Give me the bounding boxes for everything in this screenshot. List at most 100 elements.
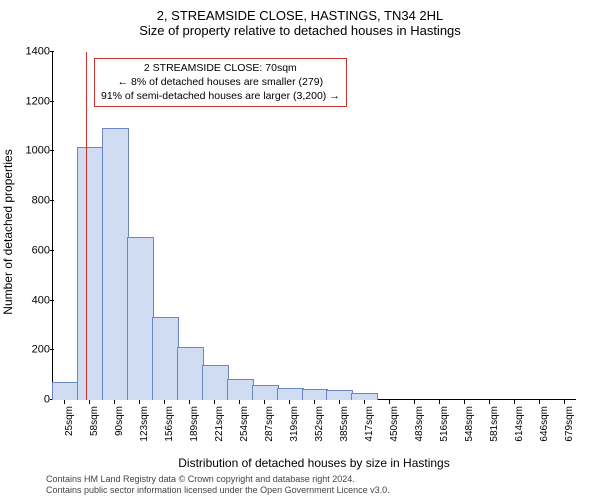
highlight-marker: [86, 52, 88, 400]
x-tick: 221sqm: [202, 400, 227, 450]
x-tick-label: 385sqm: [339, 406, 350, 442]
x-tick: 450sqm: [376, 400, 401, 450]
bar-fill: [277, 388, 304, 400]
x-tick-mark: [164, 400, 165, 404]
x-tick-label: 548sqm: [464, 406, 475, 442]
x-tick: 189sqm: [177, 400, 202, 450]
x-tick-mark: [564, 400, 565, 404]
y-tick-label: 400: [12, 295, 50, 306]
x-tick-mark: [189, 400, 190, 404]
x-tick-mark: [264, 400, 265, 404]
page-title: 2, STREAMSIDE CLOSE, HASTINGS, TN34 2HL: [0, 8, 600, 23]
x-tick: 548sqm: [451, 400, 476, 450]
x-tick-mark: [439, 400, 440, 404]
x-tick-label: 90sqm: [114, 406, 125, 436]
x-tick-mark: [339, 400, 340, 404]
x-tick: 679sqm: [551, 400, 576, 450]
x-axis-label: Distribution of detached houses by size …: [52, 456, 576, 470]
y-tick-label: 1000: [12, 146, 50, 157]
x-tick-mark: [114, 400, 115, 404]
x-tick-label: 516sqm: [439, 406, 450, 442]
bar-fill: [252, 385, 279, 400]
x-tick-label: 221sqm: [214, 406, 225, 442]
bar: [127, 237, 152, 400]
bar-fill: [351, 393, 378, 400]
x-tick: 319sqm: [277, 400, 302, 450]
x-tick: 90sqm: [102, 400, 127, 450]
x-tick: 417sqm: [351, 400, 376, 450]
bar: [227, 379, 252, 400]
y-tick-label: 200: [12, 345, 50, 356]
x-tick: 581sqm: [476, 400, 501, 450]
bar: [351, 393, 376, 400]
bar-fill: [326, 390, 353, 400]
x-tick: 25sqm: [52, 400, 77, 450]
x-tick-label: 123sqm: [139, 406, 150, 442]
x-tick-mark: [539, 400, 540, 404]
y-tick-label: 600: [12, 245, 50, 256]
info-line-2: ← 8% of detached houses are smaller (279…: [101, 75, 340, 89]
x-tick: 254sqm: [227, 400, 252, 450]
x-tick-label: 58sqm: [89, 406, 100, 436]
bar: [326, 390, 351, 400]
x-tick-mark: [414, 400, 415, 404]
x-tick: 352sqm: [302, 400, 327, 450]
bar: [102, 128, 127, 400]
x-tick-label: 287sqm: [264, 406, 275, 442]
info-line-3: 91% of semi-detached houses are larger (…: [101, 89, 340, 103]
footer-line-2: Contains public sector information licen…: [46, 485, 600, 496]
header: 2, STREAMSIDE CLOSE, HASTINGS, TN34 2HL …: [0, 0, 600, 38]
x-tick-label: 614sqm: [514, 406, 525, 442]
x-tick: 614sqm: [501, 400, 526, 450]
bar-fill: [227, 379, 254, 400]
chart-area: 0200400600800100012001400 2 STREAMSIDE C…: [52, 52, 576, 400]
bar-fill: [127, 237, 154, 400]
x-tick-label: 254sqm: [239, 406, 250, 442]
x-tick-mark: [514, 400, 515, 404]
x-tick-label: 352sqm: [314, 406, 325, 442]
info-box: 2 STREAMSIDE CLOSE: 70sqm ← 8% of detach…: [94, 58, 347, 107]
x-tick-mark: [214, 400, 215, 404]
bar-fill: [77, 147, 104, 400]
x-tick-label: 25sqm: [64, 406, 75, 436]
x-tick-label: 319sqm: [289, 406, 300, 442]
x-tick: 516sqm: [426, 400, 451, 450]
bar: [277, 388, 302, 400]
x-tick-label: 483sqm: [414, 406, 425, 442]
bar: [52, 382, 77, 400]
bar: [302, 389, 327, 400]
y-tick-label: 1200: [12, 96, 50, 107]
x-tick: 58sqm: [77, 400, 102, 450]
x-tick-mark: [464, 400, 465, 404]
bar-fill: [152, 317, 179, 400]
bar: [177, 347, 202, 400]
y-tick-label: 800: [12, 196, 50, 207]
x-tick-mark: [64, 400, 65, 404]
bar: [202, 365, 227, 400]
x-tick-label: 679sqm: [564, 406, 575, 442]
x-tick-label: 581sqm: [489, 406, 500, 442]
bar-fill: [52, 382, 79, 400]
x-tick: 646sqm: [526, 400, 551, 450]
bar: [252, 385, 277, 400]
x-tick: 483sqm: [401, 400, 426, 450]
footer-line-1: Contains HM Land Registry data © Crown c…: [46, 474, 600, 485]
x-tick-label: 417sqm: [364, 406, 375, 442]
x-tick-label: 646sqm: [539, 406, 550, 442]
y-tick-label: 1400: [12, 47, 50, 58]
x-tick-mark: [314, 400, 315, 404]
x-tick-mark: [139, 400, 140, 404]
bar-fill: [102, 128, 129, 400]
info-line-1: 2 STREAMSIDE CLOSE: 70sqm: [101, 61, 340, 75]
x-tick-label: 156sqm: [164, 406, 175, 442]
x-axis: 25sqm 58sqm 90sqm 123sqm 156sqm189sqm 221sqm 2…: [52, 400, 576, 450]
x-tick-mark: [289, 400, 290, 404]
x-tick: 123sqm: [127, 400, 152, 450]
x-tick-mark: [89, 400, 90, 404]
bar-fill: [302, 389, 329, 400]
page-subtitle: Size of property relative to detached ho…: [0, 23, 600, 38]
bar: [152, 317, 177, 400]
x-tick-label: 450sqm: [389, 406, 400, 442]
x-tick: 287sqm: [252, 400, 277, 450]
x-tick-mark: [364, 400, 365, 404]
